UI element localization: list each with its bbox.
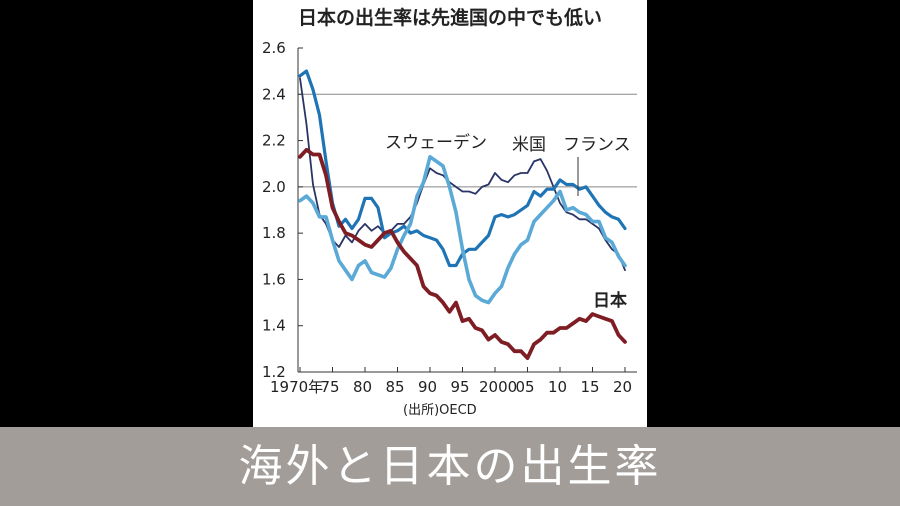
y-tick-label: 1.6 (262, 270, 286, 288)
x-tick-label: 75 (321, 378, 340, 396)
y-tick-label: 2.4 (262, 85, 286, 103)
annotation-france: フランス (563, 135, 631, 155)
x-tick-label: 10 (548, 378, 567, 396)
chart-title: 日本の出生率は先進国の中でも低い (298, 6, 602, 29)
caption-bar: 海外と日本の出生率 (0, 427, 900, 506)
x-tick-label: 95 (451, 378, 470, 396)
series-line-sweden (298, 155, 627, 305)
y-tick-label: 2.0 (262, 178, 286, 196)
chart-svg: 日本の出生率は先進国の中でも低い 2.6 2.4 2.2 2.0 1.8 1.6 1.4 1.… (262, 6, 637, 418)
axis-layer (297, 48, 637, 373)
y-ticks: 2.6 2.4 2.2 2.0 1.8 1.6 1.4 1.2 (262, 39, 303, 381)
x-tick-label: 15 (581, 378, 600, 396)
x-tick-label: 80 (353, 378, 372, 396)
y-tick-label: 1.2 (262, 363, 286, 381)
x-tick-label: 2000 (479, 378, 517, 396)
y-tick-label: 1.8 (262, 224, 286, 242)
caption-text: 海外と日本の出生率 (238, 441, 662, 492)
x-tick-label: 90 (418, 378, 437, 396)
chart-panel: 日本の出生率は先進国の中でも低い 2.6 2.4 2.2 2.0 1.8 1.6 1.4 1.… (253, 0, 647, 427)
annotation-japan: 日本 (593, 290, 627, 311)
x-tick-label: 1970年 (270, 378, 323, 396)
y-tick-label: 1.4 (262, 317, 286, 335)
y-tick-label: 2.2 (262, 132, 286, 150)
annotation-us: 米国 (512, 135, 546, 155)
source-note: (出所)OECD (403, 403, 477, 418)
x-tick-label: 05 (516, 378, 535, 396)
annotation-sweden: スウェーデン (385, 132, 487, 153)
y-tick-label: 2.6 (262, 39, 286, 57)
series-line-japan (298, 147, 627, 361)
series-layer (298, 69, 627, 361)
x-tick-label: 20 (613, 378, 632, 396)
grid-layer (298, 93, 637, 188)
series-line-france (298, 69, 627, 268)
x-tick-label: 85 (386, 378, 405, 396)
